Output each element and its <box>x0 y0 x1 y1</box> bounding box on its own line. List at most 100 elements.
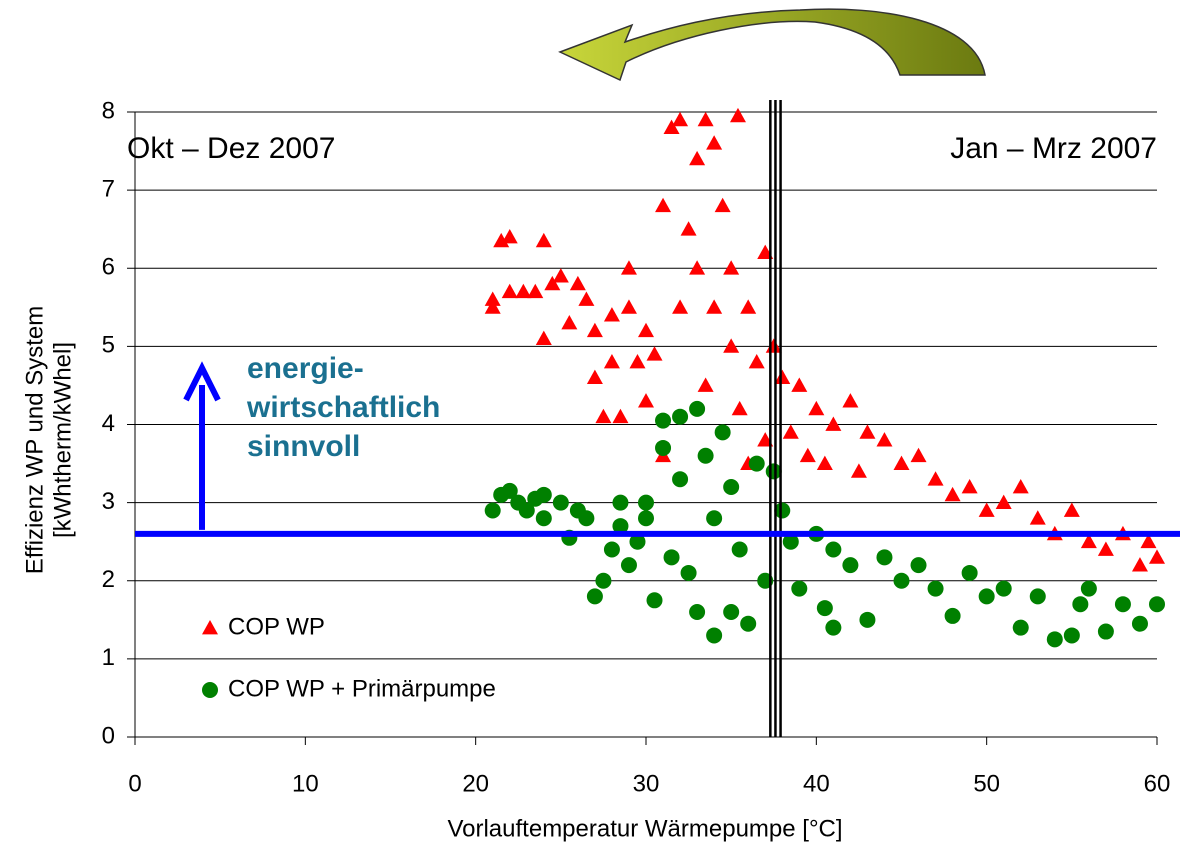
point <box>552 268 569 283</box>
point <box>672 471 689 488</box>
point <box>672 299 689 314</box>
point <box>655 412 672 429</box>
legend-label: COP WP + Primärpumpe <box>228 675 496 702</box>
x-tick-label: 60 <box>1144 770 1171 797</box>
note-line: sinnvoll <box>247 430 360 463</box>
point <box>782 424 799 439</box>
point <box>595 572 612 589</box>
point <box>629 533 646 550</box>
point <box>729 107 746 123</box>
point <box>689 400 706 417</box>
point <box>569 275 586 291</box>
x-tick-label: 50 <box>973 770 1000 797</box>
point <box>799 447 816 463</box>
point <box>672 111 689 127</box>
point <box>842 393 859 408</box>
point <box>484 291 501 306</box>
point <box>723 479 740 495</box>
point <box>1029 510 1046 525</box>
point <box>859 424 876 439</box>
point <box>663 119 680 135</box>
point <box>731 541 748 558</box>
point <box>484 502 501 519</box>
x-axis-label: Vorlauftemperatur Wärmepumpe [°C] <box>447 815 842 842</box>
x-tick-label: 10 <box>292 770 319 797</box>
point <box>944 486 961 502</box>
y-tick-label: 6 <box>102 254 115 281</box>
point <box>910 557 927 574</box>
point <box>1046 631 1063 648</box>
y-tick-label: 4 <box>102 410 115 437</box>
point <box>893 455 910 470</box>
point <box>629 354 646 369</box>
point <box>544 275 561 291</box>
point <box>620 260 637 275</box>
point <box>1114 596 1131 613</box>
point <box>689 260 706 275</box>
point <box>748 354 765 369</box>
point <box>910 447 927 463</box>
point <box>697 377 714 392</box>
point <box>808 400 825 416</box>
point <box>961 479 978 494</box>
point <box>697 111 714 127</box>
point <box>1097 541 1114 556</box>
point <box>1063 627 1080 644</box>
point <box>680 221 697 236</box>
point <box>501 283 518 299</box>
point <box>944 607 961 624</box>
point <box>927 471 944 486</box>
point <box>612 518 629 535</box>
point <box>561 314 578 330</box>
point <box>603 541 620 558</box>
point <box>603 354 620 369</box>
point <box>1012 479 1029 494</box>
threshold-arrowhead <box>183 361 221 402</box>
point <box>1080 580 1097 597</box>
point <box>527 283 544 299</box>
point <box>515 283 532 299</box>
point <box>1063 502 1080 517</box>
legend-label: COP WP <box>228 613 325 640</box>
note-line: wirtschaftlich <box>246 391 440 424</box>
point <box>714 197 731 213</box>
point <box>586 322 603 338</box>
point <box>484 299 501 314</box>
point <box>723 604 740 620</box>
point <box>535 510 552 527</box>
x-tick-label: 0 <box>128 770 141 797</box>
point <box>672 408 689 425</box>
point <box>612 408 629 424</box>
season-arrow <box>558 8 986 82</box>
point <box>620 299 637 314</box>
x-tick-label: 40 <box>803 770 830 797</box>
point <box>748 455 765 472</box>
point <box>697 447 714 464</box>
point <box>927 580 944 597</box>
point <box>714 424 731 441</box>
point <box>1080 533 1097 549</box>
point <box>706 299 723 314</box>
point <box>723 260 740 275</box>
point <box>655 439 672 456</box>
point <box>680 564 697 581</box>
point <box>842 557 859 574</box>
point <box>578 510 595 527</box>
point <box>689 604 706 620</box>
point <box>1149 549 1165 564</box>
point <box>638 510 654 527</box>
point <box>706 510 723 527</box>
y-tick-label: 2 <box>102 566 115 593</box>
point <box>501 482 518 499</box>
note: energie- wirtschaftlich sinnvoll <box>246 352 440 463</box>
point <box>825 541 842 558</box>
point <box>655 197 672 213</box>
point <box>850 463 867 478</box>
y-tick-label: 8 <box>102 97 115 124</box>
y-tick-label: 5 <box>102 332 115 359</box>
point <box>791 377 808 392</box>
point <box>493 232 510 248</box>
point <box>1072 596 1089 613</box>
plot-area: 0 1 2 3 4 5 6 7 8 0 10 20 30 40 50 60 COP WP COP WP + Pri… <box>102 97 1180 797</box>
y-tick-label: 7 <box>102 175 115 202</box>
